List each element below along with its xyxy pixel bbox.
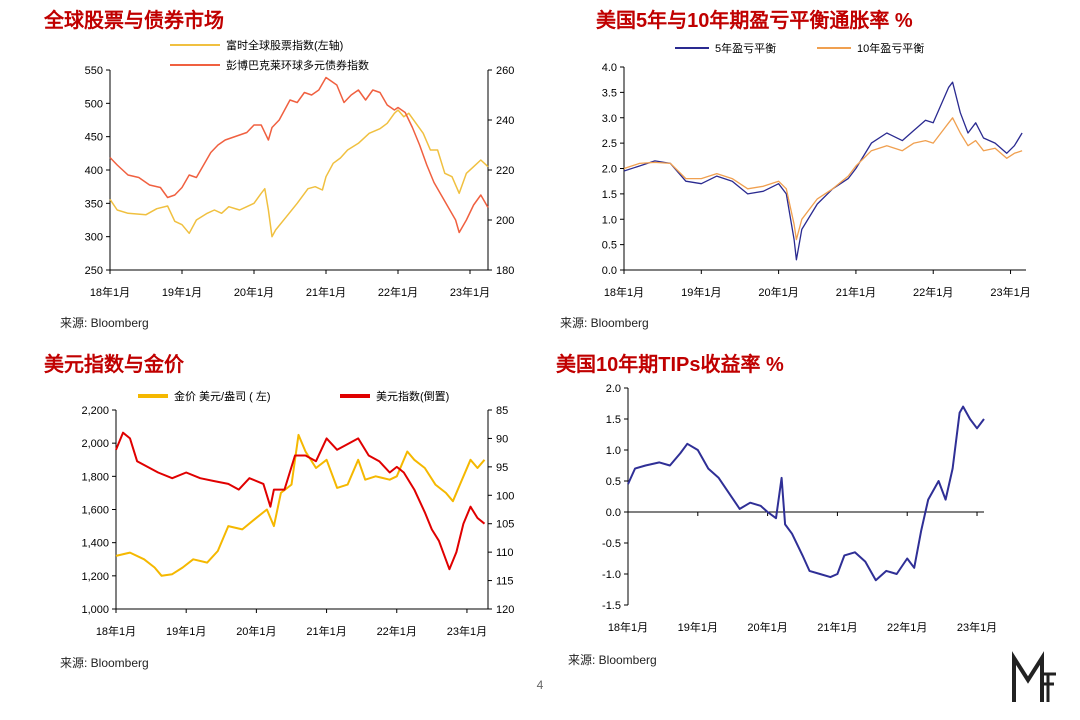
chart-3-x-tick-label: 22年1月 <box>377 624 417 638</box>
chart-1-left-tick-label: 300 <box>85 232 103 244</box>
chart-1-right-tick-label: 260 <box>496 65 514 77</box>
chart-3-right-tick-label: 90 <box>496 433 508 445</box>
chart-2-left-tick-label: 0.0 <box>602 265 617 277</box>
chart-3-x-tick-label: 23年1月 <box>447 624 487 638</box>
chart-1-right-tick-label: 180 <box>496 265 514 277</box>
chart-2-left-tick-label: 0.5 <box>602 240 617 252</box>
chart-1-left-tick-label: 500 <box>85 98 103 110</box>
chart-4-left-tick-label: 0.5 <box>606 476 621 488</box>
chart-2-series-1-line <box>623 81 1023 261</box>
chart-4-series-1-line <box>627 405 985 582</box>
chart-2-x-tick-label: 20年1月 <box>758 285 798 299</box>
chart-3-right-tick-label: 95 <box>496 462 508 474</box>
chart-1-left-tick-label: 400 <box>85 165 103 177</box>
chart-4-source: 来源: Bloomberg <box>568 653 657 667</box>
chart-4-x-tick-label: 19年1月 <box>678 620 718 634</box>
chart-1-x-tick-label: 20年1月 <box>234 285 274 299</box>
chart-1-series-2-line <box>109 76 489 234</box>
chart-3-left-tick-label: 1,400 <box>81 538 109 550</box>
chart-4-left-tick-label: -1.0 <box>602 569 621 581</box>
mf-logo-icon <box>1012 651 1056 702</box>
chart-2-x-tick-label: 22年1月 <box>913 285 953 299</box>
chart-2-legend-label-1: 5年盈亏平衡 <box>715 41 776 55</box>
chart-1-right-tick-label: 220 <box>496 165 514 177</box>
chart-2-left-tick-label: 2.0 <box>602 164 617 176</box>
chart-2-left-tick-label: 2.5 <box>602 138 617 150</box>
chart-1-x-tick-label: 21年1月 <box>306 285 346 299</box>
chart-3-x-tick-label: 20年1月 <box>236 624 276 638</box>
chart-3-left-tick-label: 1,200 <box>81 571 109 583</box>
chart-3-right-tick-label: 110 <box>496 547 514 559</box>
chart-3-series-2-line <box>115 431 486 571</box>
chart-4-left-tick-label: 2.0 <box>606 383 621 395</box>
chart-3-left-tick-label: 1,600 <box>81 505 109 517</box>
chart-4-x-tick-label: 22年1月 <box>887 620 927 634</box>
chart-4-left-tick-label: 1.5 <box>606 414 621 426</box>
chart-1-legend-label-2: 彭博巴克莱环球多元债券指数 <box>226 58 369 72</box>
chart-3-x-tick-label: 19年1月 <box>166 624 206 638</box>
chart-3-title: 美元指数与金价 <box>44 354 184 376</box>
chart-2-source: 来源: Bloomberg <box>560 316 649 330</box>
chart-2-left-tick-label: 3.5 <box>602 87 617 99</box>
chart-3-source: 来源: Bloomberg <box>60 656 149 670</box>
chart-1-right-tick-label: 240 <box>496 115 514 127</box>
chart-2-x-tick-label: 23年1月 <box>990 285 1030 299</box>
chart-2-left-tick-label: 1.0 <box>602 214 617 226</box>
chart-1-left-tick-label: 450 <box>85 132 103 144</box>
chart-2-left-tick-label: 1.5 <box>602 189 617 201</box>
chart-1-x-tick-label: 19年1月 <box>162 285 202 299</box>
chart-1-right-tick-label: 200 <box>496 215 514 227</box>
chart-4-left-tick-label: 1.0 <box>606 445 621 457</box>
chart-3-left-tick-label: 2,200 <box>81 405 109 417</box>
chart-1-left-tick-label: 350 <box>85 198 103 210</box>
chart-1-title: 全球股票与债券市场 <box>44 10 224 32</box>
chart-3-right-tick-label: 115 <box>496 576 514 588</box>
chart-2-left-tick-label: 4.0 <box>602 62 617 74</box>
chart-3-legend-label-2: 美元指数(倒置) <box>376 389 449 403</box>
chart-1-x-tick-label: 22年1月 <box>378 285 418 299</box>
chart-3-x-tick-label: 18年1月 <box>96 624 136 638</box>
chart-3-left-tick-label: 2,000 <box>81 438 109 450</box>
chart-3-right-tick-label: 120 <box>496 604 514 616</box>
chart-4-title: 美国10年期TIPs收益率 % <box>556 354 784 376</box>
chart-3-series-1-line <box>115 433 486 577</box>
chart-2-x-tick-label: 21年1月 <box>836 285 876 299</box>
chart-1-plot: 550 500 450 400 350 300 250 260 240 220 200 180 18年1… <box>85 38 515 299</box>
chart-4-left-tick-label: -1.5 <box>602 600 621 612</box>
chart-2-series-2-line <box>623 117 1023 241</box>
chart-3-left-tick-label: 1,000 <box>81 604 109 616</box>
chart-2-left-tick-label: 3.0 <box>602 113 617 125</box>
chart-2-x-tick-label: 18年1月 <box>604 285 644 299</box>
page-number: 4 <box>536 678 544 692</box>
chart-1-left-tick-label: 250 <box>85 265 103 277</box>
chart-4-plot: 2.0 1.5 1.0 0.5 0.0 -0.5 -1.0 -1.5 18年1月 19年1月 20年… <box>602 383 997 634</box>
chart-1-series-1-line <box>109 109 489 238</box>
chart-3-legend-label-1: 金价 美元/盎司 ( 左) <box>174 389 271 403</box>
chart-1-source: 来源: Bloomberg <box>60 316 149 330</box>
chart-1-x-tick-label: 18年1月 <box>90 285 130 299</box>
chart-2-title: 美国5年与10年期盈亏平衡通胀率 % <box>596 10 913 32</box>
chart-1-left-tick-label: 550 <box>85 65 103 77</box>
chart-3-right-tick-label: 85 <box>496 405 508 417</box>
chart-3-right-tick-label: 100 <box>496 490 514 502</box>
chart-4-x-tick-label: 18年1月 <box>608 620 648 634</box>
chart-1-legend-label-1: 富时全球股票指数(左轴) <box>226 38 343 52</box>
chart-4-left-tick-label: 0.0 <box>606 507 621 519</box>
chart-2-plot: 4.0 3.5 3.0 2.5 2.0 1.5 1.0 0.5 0.0 18年1月 19年1月 20年… <box>602 41 1031 299</box>
chart-3-left-tick-label: 1,800 <box>81 471 109 483</box>
chart-1-x-tick-label: 23年1月 <box>450 285 490 299</box>
chart-2-legend-label-2: 10年盈亏平衡 <box>857 41 924 55</box>
chart-4-x-tick-label: 20年1月 <box>747 620 787 634</box>
chart-4-x-tick-label: 21年1月 <box>817 620 857 634</box>
chart-3-right-tick-label: 105 <box>496 519 514 531</box>
chart-4-x-tick-label: 23年1月 <box>957 620 997 634</box>
chart-3-plot: 2,200 2,000 1,800 1,600 1,400 1,200 1,000 85 90 9… <box>81 389 514 638</box>
chart-4-left-tick-label: -0.5 <box>602 538 621 550</box>
chart-2-x-tick-label: 19年1月 <box>681 285 721 299</box>
chart-3-x-tick-label: 21年1月 <box>306 624 346 638</box>
